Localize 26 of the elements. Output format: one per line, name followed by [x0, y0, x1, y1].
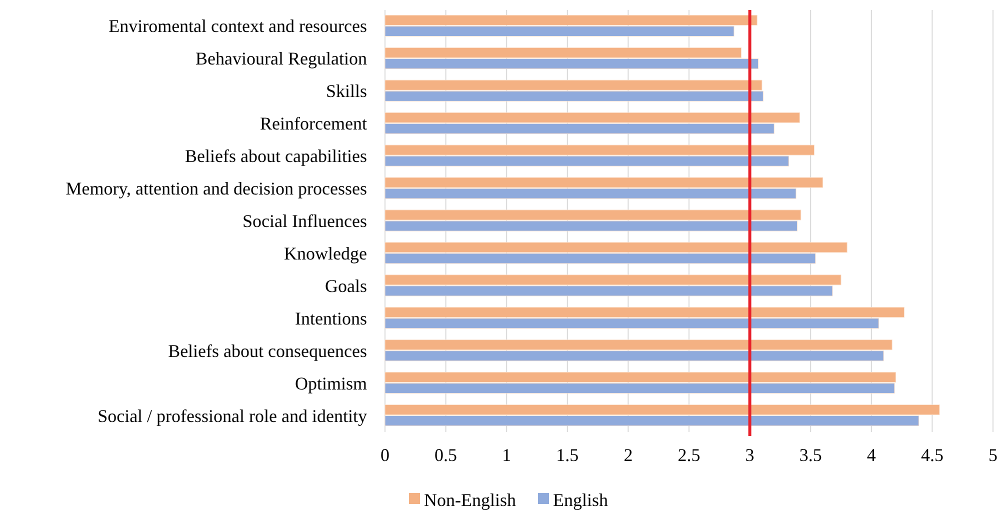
x-tick-label: 0: [380, 445, 390, 465]
x-tick-label: 4.5: [920, 445, 944, 465]
x-tick-label: 4: [866, 445, 876, 465]
x-tick-label: 2.5: [678, 445, 700, 465]
y-tick-label: Intentions: [295, 308, 367, 328]
x-tick-label: 1.5: [556, 445, 579, 465]
x-tick-label: 2: [624, 445, 633, 465]
y-tick-label: Behavioural Regulation: [196, 48, 367, 69]
y-tick-label: Knowledge: [284, 243, 368, 264]
legend-label: English: [553, 490, 608, 510]
y-tick-label: Optimism: [294, 373, 367, 394]
y-tick-label: Beliefs about consequences: [168, 340, 367, 361]
y-tick-label: Social / professional role and identity: [98, 406, 367, 426]
x-tick-label: 0.5: [434, 445, 458, 465]
y-tick-label: Memory, attention and decision processes: [66, 178, 367, 199]
y-tick-label: Skills: [326, 81, 367, 102]
x-tick-label: 3.5: [799, 445, 822, 465]
y-tick-label: Beliefs about capabilities: [185, 146, 367, 166]
x-tick-label: 5: [988, 445, 998, 465]
legend-label: Non-English: [424, 490, 516, 510]
y-tick-label: Social Influences: [242, 211, 367, 231]
y-tick-label: Enviromental context and resources: [108, 16, 367, 36]
y-tick-label: Reinforcement: [260, 114, 367, 134]
x-tick-label: 1: [502, 445, 512, 465]
y-tick-label: Goals: [325, 276, 367, 296]
x-tick-label: 3: [745, 445, 754, 465]
